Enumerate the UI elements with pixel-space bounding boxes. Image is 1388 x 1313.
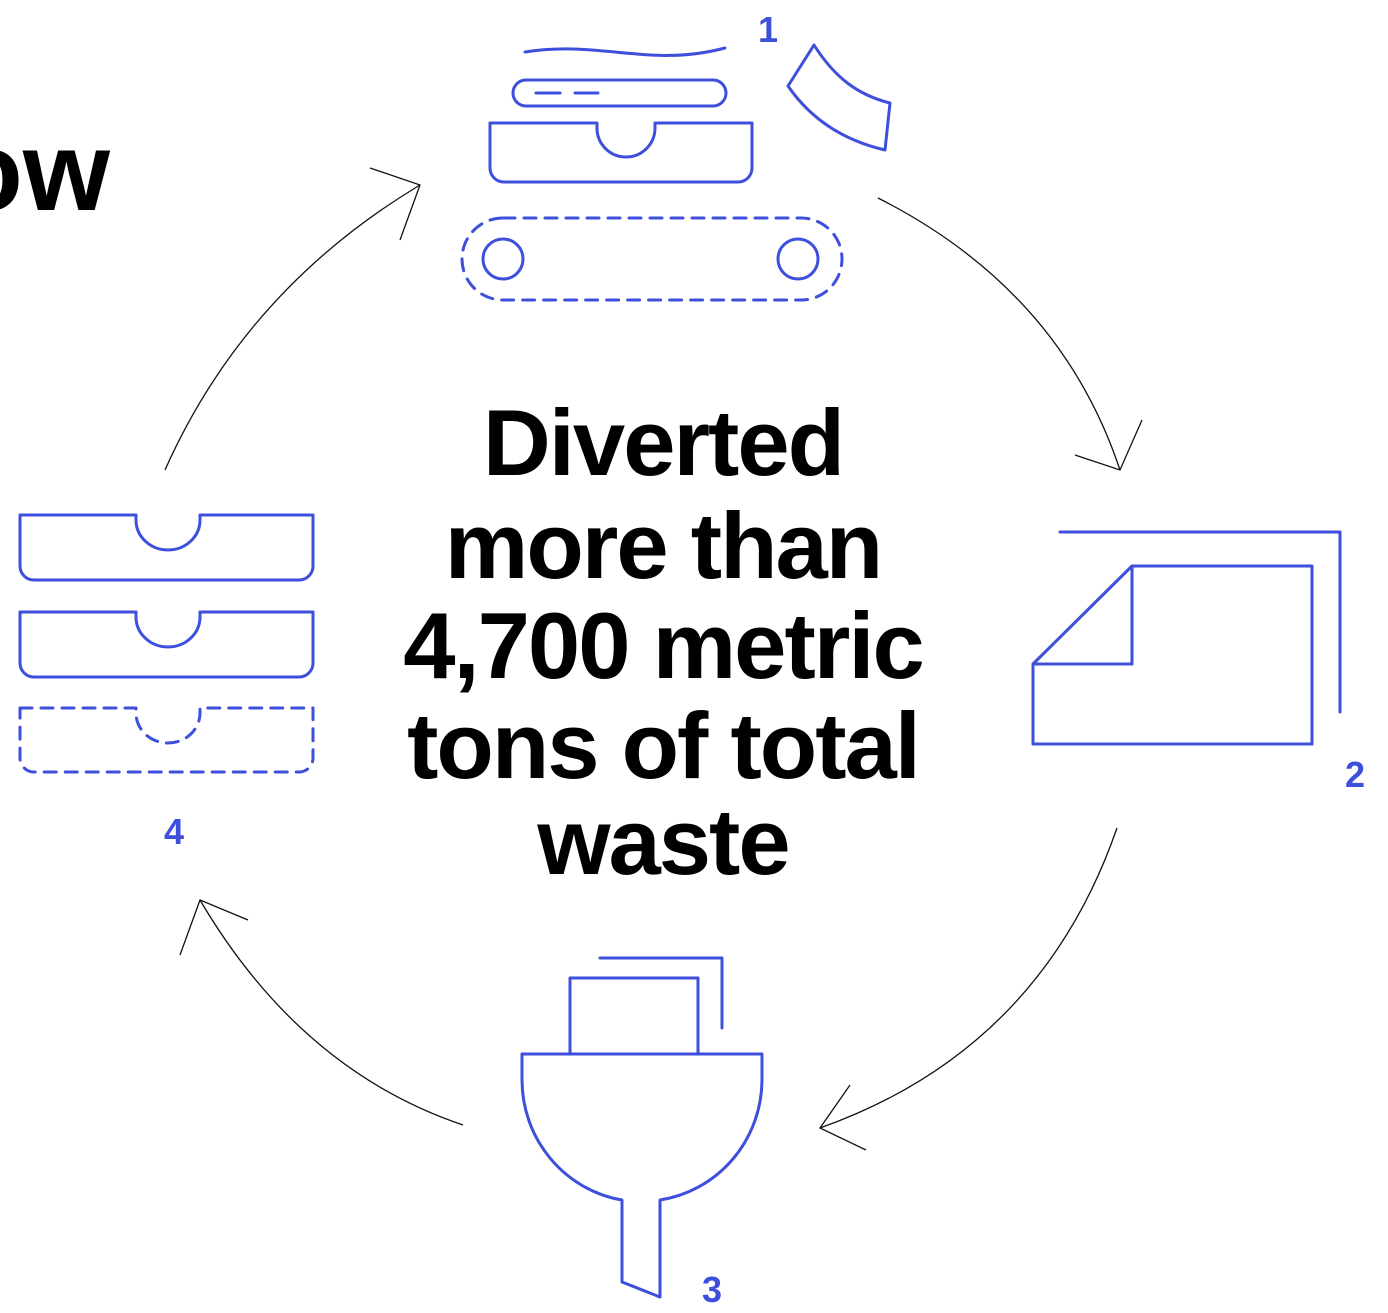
center-line: more than xyxy=(445,493,881,598)
center-line: Diverted xyxy=(483,390,843,495)
step-label: 3 xyxy=(702,1269,722,1310)
center-line: tons of total xyxy=(407,693,919,798)
center-line: 4,700 metric xyxy=(403,593,922,698)
cycle-arrows xyxy=(164,167,1143,1151)
step-4-icon xyxy=(18,513,315,774)
step-label: 1 xyxy=(758,9,778,50)
center-line: waste xyxy=(536,789,788,894)
heading: ow xyxy=(0,109,111,234)
center-text: Diverted more than 4,700 metric tons of … xyxy=(403,390,924,894)
step-3-icon xyxy=(520,956,764,1299)
step-1-icon xyxy=(460,43,892,302)
step-label: 4 xyxy=(164,811,184,852)
step-label: 2 xyxy=(1345,754,1365,795)
step-2-icon xyxy=(1031,530,1342,746)
